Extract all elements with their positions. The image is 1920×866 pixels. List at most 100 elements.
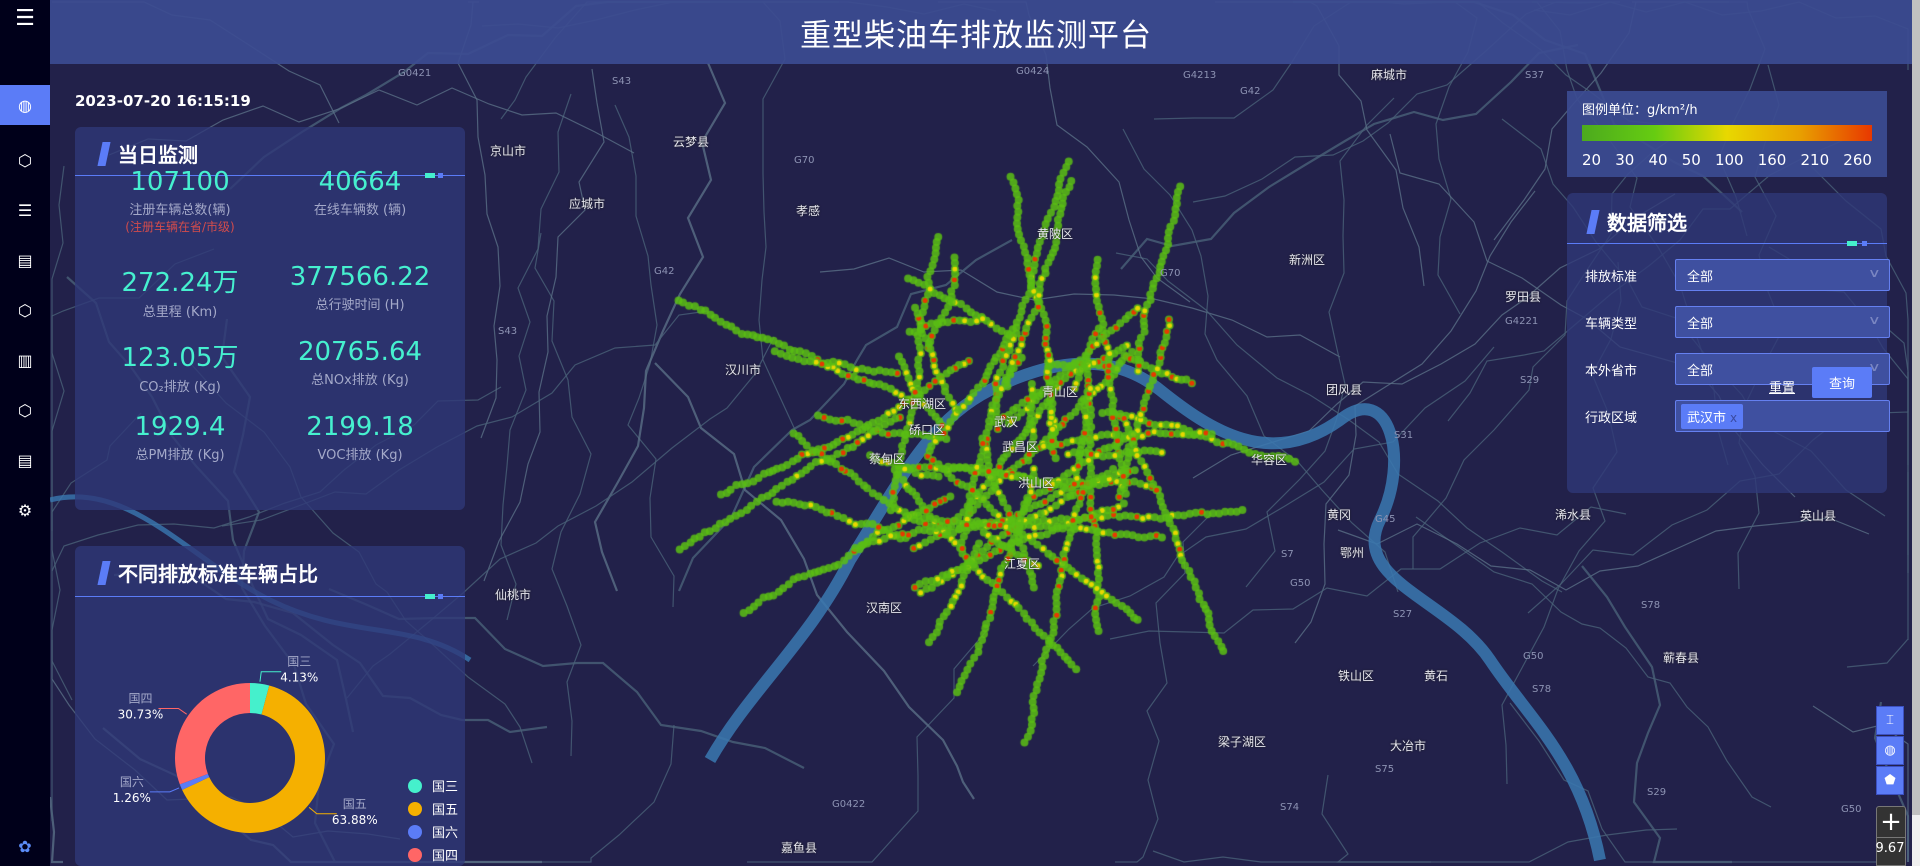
road-label: S43: [498, 326, 518, 337]
label-leader-line: [158, 707, 187, 715]
stat-value: 20765.64: [297, 337, 423, 367]
stat-item: 40664 在线车辆数 (辆): [270, 167, 450, 218]
stat-value: 377566.22: [289, 262, 431, 292]
legend-label[interactable]: 国六: [432, 826, 458, 841]
legend-title: 图例单位：g/km²/h: [1582, 103, 1698, 118]
donut-slice-国六[interactable]: [179, 773, 210, 790]
zoom-in-button[interactable]: +: [1877, 807, 1905, 838]
pentagon-icon: ⬟: [1884, 773, 1896, 788]
road-label: G0424: [1016, 66, 1050, 77]
sidebar-item-document-list[interactable]: ▤: [0, 440, 50, 480]
chevron-down-icon: ∨: [1868, 266, 1882, 280]
place-label: 铁山区: [1338, 669, 1375, 683]
sidebar-item-settings[interactable]: ✿: [0, 826, 50, 866]
place-label: 鄂州: [1340, 546, 1365, 560]
selected-tag: 武汉市 x: [1681, 403, 1744, 429]
legend-tick: 40: [1648, 151, 1668, 169]
emission-standard-ratio-panel: 不同排放标准车辆占比 国三 4.13% 国三 国五 63.88% 国五 国六 1.26% 国六国…: [75, 546, 465, 866]
legend-label[interactable]: 国三: [432, 780, 458, 795]
globe-icon: ◍: [18, 95, 32, 115]
legend-marker[interactable]: [408, 848, 422, 862]
road-label: S37: [1525, 70, 1545, 81]
legend-label[interactable]: 国五: [432, 803, 458, 818]
road-label: G0421: [398, 68, 432, 79]
legend-marker[interactable]: [408, 802, 422, 816]
reset-button[interactable]: 重置: [1769, 381, 1796, 396]
filter-select[interactable]: 全部 ∨: [1675, 306, 1890, 338]
sidebar-item-menu[interactable]: ☰: [0, 0, 50, 36]
road-label: S27: [1393, 609, 1413, 620]
road-label: G70: [794, 155, 815, 166]
stat-label: 总PM排放 (Kg): [135, 448, 225, 463]
sidebar-item-shield-search[interactable]: ⬡: [0, 390, 50, 430]
place-label: 罗田县: [1505, 290, 1542, 304]
pentagon-tool-button[interactable]: ⬟: [1876, 766, 1904, 795]
legend-marker[interactable]: [408, 825, 422, 839]
panel-title: 不同排放标准车辆占比: [97, 558, 318, 587]
donut-slice-国五[interactable]: [182, 685, 325, 833]
place-label: 梁子湖区: [1218, 735, 1267, 749]
tag-remove-icon[interactable]: x: [1730, 410, 1738, 425]
scrollbar[interactable]: [1912, 0, 1920, 866]
place-label: 嘉鱼县: [781, 841, 818, 855]
legend-tick: 30: [1615, 151, 1635, 169]
legend-gradient-bar: [1582, 125, 1872, 141]
slice-label-name: 国三: [287, 655, 311, 669]
gear-icon: ⚙: [17, 500, 33, 520]
height-tool-button[interactable]: ⌶: [1876, 706, 1904, 735]
shield-search-icon: ⬡: [18, 150, 32, 170]
legend-marker[interactable]: [408, 779, 422, 793]
place-label: 蕲春县: [1663, 651, 1700, 665]
stat-item: 377566.22 总行驶时间 (H): [270, 262, 450, 313]
zoom-level: 9.67: [1875, 841, 1905, 856]
sidebar-item-globe[interactable]: ◍: [0, 85, 50, 125]
donut-slice-国四[interactable]: [175, 683, 250, 785]
legend-tick: 20: [1582, 151, 1602, 169]
sidebar-item-shield-search[interactable]: ⬡: [0, 290, 50, 330]
donut-slice-国三[interactable]: [250, 683, 270, 715]
road-label: S78: [1532, 684, 1552, 695]
query-button[interactable]: 查询: [1812, 367, 1872, 398]
stat-label: 总行驶时间 (H): [315, 298, 405, 313]
filter-row: 车辆类型 全部 ∨: [1585, 306, 1890, 338]
filter-select[interactable]: 全部 ∨: [1675, 259, 1890, 291]
place-label: 硚口区: [909, 423, 946, 437]
place-label: 蔡甸区: [869, 452, 906, 466]
menu-icon: ☰: [15, 5, 35, 31]
place-label: 应城市: [569, 197, 606, 211]
legend-tick: 100: [1714, 151, 1744, 169]
sidebar-item-gear[interactable]: ⚙: [0, 490, 50, 530]
stat-label: 在线车辆数 (辆): [313, 203, 407, 218]
panel-title-text: 不同排放标准车辆占比: [118, 562, 318, 586]
road-label: G42: [1240, 86, 1261, 97]
road-label: S29: [1647, 787, 1667, 798]
chevron-down-icon: ∨: [1868, 313, 1882, 327]
sidebar-item-bar-chart[interactable]: ▥: [0, 340, 50, 380]
region-multiselect[interactable]: 武汉市 x: [1675, 400, 1890, 432]
stat-value: 2199.18: [306, 412, 414, 442]
place-label: 云梦县: [673, 135, 710, 149]
stat-item: 2199.18 VOC排放 (Kg): [270, 412, 450, 463]
legend-label[interactable]: 国四: [432, 849, 458, 864]
sidebar-item-shield-search[interactable]: ⬡: [0, 140, 50, 180]
place-label: 仙桃市: [495, 588, 532, 602]
scrollbar-thumb[interactable]: [1912, 0, 1920, 815]
road-label: S75: [1375, 764, 1395, 775]
stat-value: 40664: [318, 167, 402, 197]
page-title: 重型柴油车排放监测平台: [800, 17, 1152, 54]
sidebar-item-document-list[interactable]: ▤: [0, 240, 50, 280]
globe-tool-button[interactable]: ◍: [1876, 736, 1904, 765]
filter-label: 行政区域: [1585, 410, 1638, 426]
slice-label-percent: 30.73%: [118, 707, 164, 721]
stat-value: 123.05万: [121, 343, 239, 373]
slice-label-name: 国五: [343, 797, 367, 811]
bar-chart-icon: ▥: [17, 350, 33, 370]
sidebar-item-list[interactable]: ☰: [0, 190, 50, 230]
stat-value: 1929.4: [134, 412, 226, 442]
place-label: 浠水县: [1555, 508, 1592, 522]
stat-label: VOC排放 (Kg): [317, 448, 403, 463]
road-label: G42: [654, 266, 675, 277]
place-label: 大冶市: [1390, 739, 1427, 753]
legend-tick: 50: [1681, 151, 1701, 169]
